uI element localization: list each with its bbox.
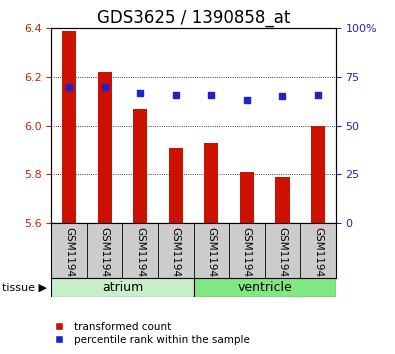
Bar	[240, 172, 254, 223]
Text: GSM119426: GSM119426	[206, 227, 216, 291]
Point	[244, 97, 250, 103]
Text: atrium: atrium	[102, 281, 143, 294]
Bar	[51, 278, 194, 297]
Bar	[169, 148, 183, 223]
Text: GSM119429: GSM119429	[313, 227, 323, 291]
Text: GSM119428: GSM119428	[277, 227, 288, 291]
Legend: transformed count, percentile rank within the sample: transformed count, percentile rank withi…	[45, 317, 254, 349]
Text: GSM119425: GSM119425	[171, 227, 181, 291]
Bar	[133, 109, 147, 223]
Bar	[62, 31, 76, 223]
Title: GDS3625 / 1390858_at: GDS3625 / 1390858_at	[97, 9, 290, 27]
Text: GSM119427: GSM119427	[242, 227, 252, 291]
Point	[315, 92, 321, 97]
Point	[102, 84, 108, 90]
Bar	[98, 72, 112, 223]
Text: GSM119422: GSM119422	[64, 227, 74, 291]
Point	[137, 90, 143, 96]
Bar	[194, 278, 336, 297]
Text: GSM119424: GSM119424	[135, 227, 145, 291]
Text: GSM119423: GSM119423	[100, 227, 110, 291]
Text: ventricle: ventricle	[237, 281, 292, 294]
Point	[66, 84, 72, 90]
Point	[279, 93, 286, 99]
Point	[208, 92, 214, 97]
Bar	[311, 126, 325, 223]
Text: tissue ▶: tissue ▶	[2, 282, 47, 292]
Bar	[204, 143, 218, 223]
Point	[173, 92, 179, 97]
Bar	[275, 177, 290, 223]
